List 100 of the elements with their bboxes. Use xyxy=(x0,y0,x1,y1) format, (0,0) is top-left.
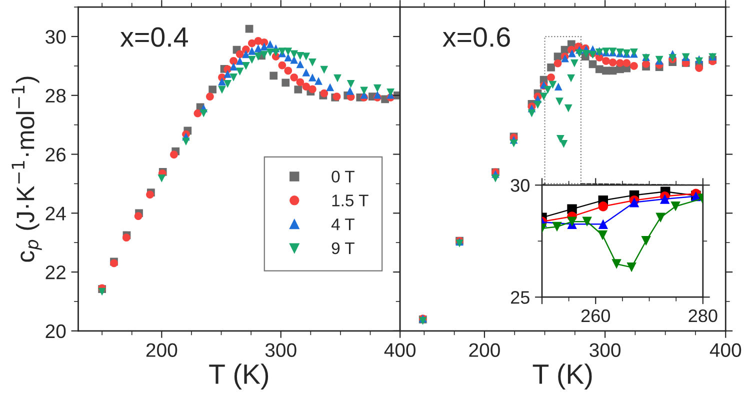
point xyxy=(242,62,250,70)
point xyxy=(260,42,268,50)
point xyxy=(266,40,274,48)
point xyxy=(626,262,636,272)
point xyxy=(575,49,584,58)
point xyxy=(544,86,552,94)
point xyxy=(194,109,202,118)
point xyxy=(373,90,382,99)
point xyxy=(616,59,624,67)
point xyxy=(290,56,298,64)
x-tick-label: 300 xyxy=(590,343,621,357)
point xyxy=(302,68,310,76)
x-tick-label: 280 xyxy=(688,309,718,322)
point xyxy=(278,61,286,70)
point xyxy=(230,74,238,82)
x-axis-title: T (K) xyxy=(532,364,592,390)
point xyxy=(656,212,666,222)
point xyxy=(296,52,304,60)
point xyxy=(612,259,622,269)
point xyxy=(308,85,316,94)
point xyxy=(373,84,382,92)
y-tick-label: 22 xyxy=(46,265,66,280)
y-tick-label: 26 xyxy=(46,148,66,162)
point xyxy=(230,62,238,70)
point xyxy=(670,202,680,212)
point xyxy=(608,66,617,75)
point xyxy=(236,68,244,76)
point xyxy=(660,194,670,204)
point xyxy=(547,63,555,72)
point xyxy=(334,74,342,82)
point xyxy=(346,87,354,95)
point xyxy=(492,174,500,182)
point xyxy=(622,59,631,67)
point xyxy=(598,230,608,240)
x-axis-title: T (K) xyxy=(209,364,268,390)
y-axis-title: c$_{p}$ (J·K$^{−1}$·mol$^{−1}$) xyxy=(12,76,42,262)
point xyxy=(630,62,638,70)
point xyxy=(208,86,216,94)
point xyxy=(598,202,608,212)
point xyxy=(224,70,232,78)
point xyxy=(230,57,238,65)
point xyxy=(218,78,226,86)
legend-label: 9 T xyxy=(332,242,354,254)
point xyxy=(248,56,256,64)
point xyxy=(570,59,578,68)
legend-label: 4 T xyxy=(331,218,354,230)
point xyxy=(641,236,651,246)
point xyxy=(200,109,208,118)
point xyxy=(554,82,562,90)
point xyxy=(146,190,154,199)
point xyxy=(528,109,536,118)
point xyxy=(386,88,394,96)
point xyxy=(290,50,298,58)
x-tick-label: 300 xyxy=(265,343,296,357)
point xyxy=(122,234,130,242)
y-tick-label: 28 xyxy=(46,88,66,103)
point xyxy=(224,80,232,88)
point xyxy=(608,58,617,66)
point xyxy=(218,86,226,94)
point xyxy=(236,57,244,65)
x-tick-label: 400 xyxy=(384,343,416,357)
point xyxy=(556,135,564,143)
point xyxy=(296,78,304,86)
annotation: x=0.6 xyxy=(442,27,510,47)
point xyxy=(326,83,334,92)
point xyxy=(547,74,555,82)
point xyxy=(582,216,592,226)
x-tick-label: 200 xyxy=(469,343,500,357)
legend-label: 0 T xyxy=(332,170,354,183)
point xyxy=(564,104,572,112)
point xyxy=(602,57,610,65)
point xyxy=(245,24,254,33)
point xyxy=(236,50,244,58)
point xyxy=(540,92,548,100)
y-tick-label: 25 xyxy=(511,291,530,304)
point xyxy=(548,80,557,89)
point xyxy=(182,138,190,146)
point xyxy=(302,82,310,90)
point xyxy=(284,66,292,75)
point xyxy=(556,98,564,106)
point xyxy=(284,48,292,56)
point xyxy=(568,49,576,58)
annotation: x=0.4 xyxy=(120,27,188,47)
point xyxy=(98,288,106,296)
point xyxy=(158,174,166,182)
point xyxy=(510,139,518,148)
point xyxy=(554,59,562,68)
point xyxy=(360,86,368,95)
point xyxy=(346,80,355,88)
point xyxy=(170,150,178,158)
point xyxy=(320,66,328,74)
y-tick-label: 24 xyxy=(46,206,66,220)
point xyxy=(598,219,608,229)
x-tick-label: 200 xyxy=(146,343,178,357)
point xyxy=(290,74,298,82)
point xyxy=(582,50,590,58)
point xyxy=(248,39,256,48)
point xyxy=(308,58,316,66)
y-tick-label: 20 xyxy=(46,324,66,338)
point xyxy=(282,78,290,87)
